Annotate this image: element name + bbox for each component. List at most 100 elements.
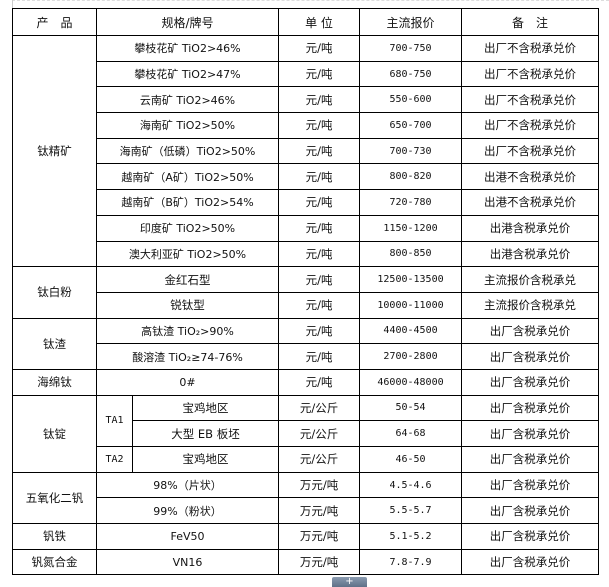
price-cell: 5.1-5.2 [359,523,463,550]
table-row: 攀枝花矿 TiO2>47% 元/吨 680-750 出厂不含税承兑价 [13,60,600,88]
spec-cell: 宝鸡地区 [131,446,280,473]
product-cell: 钛锭 [12,394,97,473]
unit-cell: 元/吨 [278,189,361,216]
note-cell: 出厂不含税承兑价 [461,137,600,165]
product-cell: 钛白粉 [12,266,97,319]
expand-button[interactable]: + [332,577,367,587]
table-header-row: 产 品 规格/牌号 单 位 主流报价 备 注 [12,8,600,36]
note-cell: 出厂不含税承兑价 [461,35,600,62]
spec-cell: 海南矿（低磷）TiO2>50% [95,137,280,165]
header-note: 备 注 [461,8,600,36]
table-row: 钒铁 FeV50 万元/吨 5.1-5.2 出厂含税承兑价 [12,523,600,550]
price-cell: 550-600 [359,86,463,114]
table-row: 钛精矿 攀枝花矿 TiO2>46% 元/吨 700-750 出厂不含税承兑价 [12,34,600,268]
price-cell: 680-750 [359,60,463,88]
unit-cell: 元/吨 [278,60,361,88]
spec-cell: 攀枝花矿 TiO2>46% [95,35,280,62]
header-product: 产 品 [12,8,97,36]
product-cell: 钒铁 [12,523,97,550]
product-cell: 五氧化二钒 [12,471,97,525]
note-cell: 出厂含税承兑价 [461,317,600,345]
price-cell: 5.5-5.7 [359,497,463,525]
unit-cell: 元/吨 [278,266,361,293]
unit-cell: 元/吨 [278,163,361,191]
price-cell: 46-50 [359,446,463,473]
price-cell: 10000-11000 [359,291,463,319]
table-row: 钛渣 高钛渣 TiO₂>90% 元/吨 4400-4500 出厂含税承兑价 [12,317,600,370]
spec-cell: 98%（片状） [95,471,280,499]
price-cell: 800-820 [359,163,463,191]
note-cell: 出厂含税承兑价 [461,420,600,447]
price-cell: 46000-48000 [359,368,463,396]
table-row: 五氧化二钒 98%（片状） 万元/吨 4.5-4.6 出厂含税承兑价 [12,471,600,525]
note-cell: 出厂含税承兑价 [461,446,600,473]
note-cell: 出厂含税承兑价 [461,394,600,422]
spec-cell: 高钛渣 TiO₂>90% [95,317,280,345]
price-cell: 700-730 [359,137,463,165]
note-cell: 主流报价含税承兑 [461,291,600,319]
price-cell: 800-850 [359,240,463,268]
note-cell: 出港含税承兑价 [461,240,600,268]
unit-cell: 元/公斤 [278,394,361,422]
spec-cell: 云南矿 TiO2>46% [95,86,280,114]
spec-cell: 海南矿 TiO2>50% [95,112,280,139]
spec-cell: 宝鸡地区 [131,394,280,422]
table-row: 钛白粉 金红石型 元/吨 12500-13500 主流报价含税承兑 [12,266,600,319]
note-cell: 出厂不含税承兑价 [461,112,600,139]
product-cell: 钛精矿 [12,34,97,268]
price-cell: 4400-4500 [359,317,463,345]
note-cell: 出厂不含税承兑价 [461,60,600,88]
price-cell: 64-68 [359,420,463,447]
unit-cell: 元/公斤 [278,446,361,473]
table-row: 越南矿（B矿）TiO2>54% 元/吨 720-780 出港不含税承兑价 [13,189,600,216]
header-price: 主流报价 [359,8,463,36]
note-cell: 出港含税承兑价 [461,214,600,242]
price-table: 产 品 规格/牌号 单 位 主流报价 备 注 钛精矿 攀枝花矿 TiO2>46% 元… [12,8,600,576]
unit-cell: 元/吨 [278,35,361,62]
price-cell: 4.5-4.6 [359,471,463,499]
product-cell: 海绵钛 [12,368,97,396]
spec-cell: 0# [95,368,280,396]
spec-cell: 酸溶渣 TiO₂≥74-76% [95,343,280,370]
spec-cell: 攀枝花矿 TiO2>47% [95,60,280,88]
price-cell: 2700-2800 [359,343,463,370]
table-row: TA2 宝鸡地区 元/公斤 46-50 出厂含税承兑价 [13,446,600,473]
header-unit: 单 位 [278,8,361,36]
price-cell: 7.8-7.9 [359,548,463,576]
note-cell: 出厂含税承兑价 [461,497,600,525]
spec-cell: 锐钛型 [95,291,280,319]
note-cell: 出厂含税承兑价 [461,523,600,550]
grade-cell: TA2 [96,446,133,473]
unit-cell: 万元/吨 [278,548,361,576]
unit-cell: 元/公斤 [278,420,361,447]
page-edge [12,0,609,2]
note-cell: 出港不含税承兑价 [461,163,600,191]
unit-cell: 万元/吨 [278,523,361,550]
spec-cell: 越南矿（B矿）TiO2>54% [95,189,280,216]
spec-cell: 99%（粉状） [95,497,280,525]
note-cell: 出厂含税承兑价 [461,471,600,499]
unit-cell: 元/吨 [278,240,361,268]
table-row: 99%（粉状） 万元/吨 5.5-5.7 出厂含税承兑价 [13,497,600,525]
unit-cell: 元/吨 [278,368,361,396]
note-cell: 出厂含税承兑价 [461,368,600,396]
header-spec: 规格/牌号 [95,8,280,36]
price-cell: 650-700 [359,112,463,139]
spec-cell: VN16 [95,548,280,576]
spec-cell: 澳大利亚矿 TiO2>50% [95,240,280,268]
unit-cell: 元/吨 [278,343,361,370]
spec-cell: 大型 EB 板坯 [131,420,280,447]
table-row: 锐钛型 元/吨 10000-11000 主流报价含税承兑 [13,291,600,319]
note-cell: 主流报价含税承兑 [461,266,600,293]
spec-cell: 印度矿 TiO2>50% [95,214,280,242]
table-row: 澳大利亚矿 TiO2>50% 元/吨 800-850 出港含税承兑价 [13,240,600,268]
note-cell: 出厂不含税承兑价 [461,86,600,114]
unit-cell: 元/吨 [278,137,361,165]
unit-cell: 元/吨 [278,317,361,345]
table-row: 酸溶渣 TiO₂≥74-76% 元/吨 2700-2800 出厂含税承兑价 [13,343,600,370]
note-cell: 出厂含税承兑价 [461,548,600,576]
table-row: 钒氮合金 VN16 万元/吨 7.8-7.9 出厂含税承兑价 [12,548,600,576]
note-cell: 出港不含税承兑价 [461,189,600,216]
unit-cell: 万元/吨 [278,497,361,525]
note-cell: 出厂含税承兑价 [461,343,600,370]
